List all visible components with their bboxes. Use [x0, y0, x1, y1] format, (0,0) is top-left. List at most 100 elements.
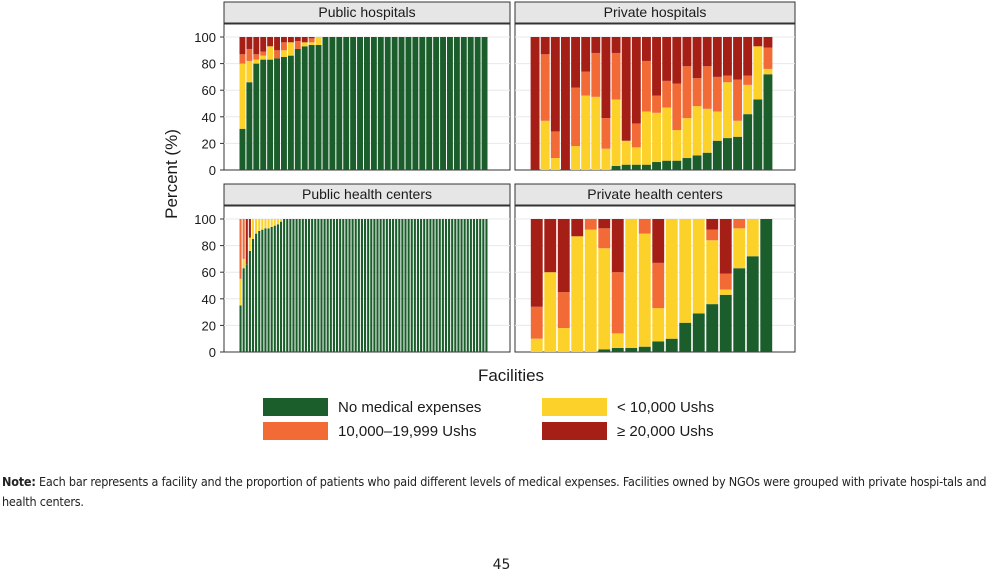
bar-segment-none — [382, 219, 385, 352]
bar-segment-none — [348, 219, 351, 352]
bar-segment-low — [571, 236, 584, 352]
bar-segment-low — [611, 99, 621, 167]
bar-segment-high — [246, 37, 253, 49]
bar-segment-low — [679, 219, 692, 323]
bar-segment-low — [753, 46, 763, 100]
note-text: Each bar represents a facility and the p… — [2, 474, 987, 509]
bar-segment-high — [706, 219, 719, 230]
bar-segment-none — [641, 164, 651, 170]
bar-segment-low — [242, 258, 245, 269]
y-tick-label: 20 — [202, 318, 216, 333]
bar-segment-high — [248, 219, 251, 238]
bar-segment-high — [245, 219, 248, 265]
bar-segment-none — [317, 219, 320, 352]
bar-segment-none — [384, 37, 391, 170]
bar-segment-low — [665, 219, 678, 339]
bar-segment-high — [753, 37, 763, 47]
bar-segment-high — [287, 37, 294, 43]
bar-segment-high — [544, 219, 557, 273]
bar-segment-none — [413, 219, 416, 352]
bar-segment-none — [289, 219, 292, 352]
bar-segment-none — [276, 224, 279, 352]
figure-note: Note: Each bar represents a facility and… — [2, 472, 1001, 512]
bar-segment-low — [621, 140, 631, 165]
bar-segment-none — [404, 219, 407, 352]
y-tick-label: 80 — [202, 57, 216, 72]
panel-private-health-centers: Private health centers — [514, 183, 796, 353]
bar-segment-none — [472, 219, 476, 352]
bar-segment-low — [557, 328, 570, 352]
bar-segment-high — [652, 219, 665, 263]
bar-segment-high — [253, 37, 260, 55]
bar-segment-none — [283, 219, 286, 352]
bar-segment-low — [308, 42, 315, 45]
bar-segment-none — [479, 219, 482, 352]
bar-segment-high — [712, 37, 722, 77]
bar-segment-low — [722, 82, 732, 139]
bar-segment-none — [345, 219, 348, 352]
bar-segment-high — [591, 37, 601, 53]
bar-segment-none — [350, 37, 357, 170]
bar-segment-none — [370, 219, 373, 352]
bar-segment-mid — [294, 40, 301, 49]
bar-segment-none — [482, 219, 485, 352]
bar-segment-none — [706, 304, 719, 352]
panel-title: Public health centers — [302, 186, 432, 202]
bar-segment-none — [248, 250, 251, 352]
bar-segment-high — [274, 37, 280, 51]
bar-segment-none — [448, 219, 451, 352]
bar-segment-low — [611, 333, 624, 349]
bar-segment-none — [662, 160, 672, 170]
bar-segment-mid — [719, 273, 732, 290]
bar-segment-low — [281, 50, 287, 57]
bar-segment-low — [672, 130, 682, 161]
bar-segment-none — [320, 219, 323, 352]
bar-segment-none — [460, 37, 467, 170]
bar-segment-low — [581, 95, 591, 170]
bar-segment-low — [692, 219, 705, 314]
bar-segment-high — [621, 37, 631, 141]
bar-segment-none — [329, 219, 332, 352]
bar-segment-none — [295, 219, 298, 352]
bar-segment-none — [287, 55, 294, 171]
bar-segment-high — [743, 37, 753, 76]
bar-segment-low — [246, 60, 253, 83]
bar-segment-mid — [712, 76, 722, 112]
bar-segment-high — [581, 37, 591, 72]
bar-segment-high — [763, 37, 773, 48]
bar-segment-mid — [733, 79, 743, 121]
bar-segment-none — [239, 128, 246, 170]
panel-title: Public hospitals — [318, 4, 415, 20]
bar-segment-low — [253, 59, 260, 64]
bar-segment-low — [258, 219, 261, 231]
bar-segment-none — [485, 219, 488, 352]
bar-segment-none — [391, 37, 398, 170]
bar-segment-none — [433, 37, 440, 170]
bar-segment-mid — [611, 272, 624, 334]
bar-segment-high — [611, 219, 624, 273]
bar-segment-high — [557, 219, 570, 293]
bar-segment-mid — [550, 131, 560, 159]
bar-segment-mid — [652, 95, 662, 113]
legend-label-none: No medical expenses — [338, 399, 481, 416]
bar-segment-high — [560, 37, 570, 170]
bar-segment-none — [481, 37, 488, 170]
bar-segment-none — [315, 44, 322, 171]
bar-segment-none — [242, 268, 245, 352]
bar-segment-high — [308, 37, 315, 39]
bar-segment-low — [270, 219, 273, 227]
bar-segment-none — [398, 37, 405, 170]
bar-segment-high — [631, 37, 641, 124]
y-tick-label: 100 — [194, 30, 216, 45]
bar-segment-none — [423, 219, 426, 352]
bar-segment-none — [405, 37, 412, 170]
bar-segment-mid — [638, 219, 651, 234]
bar-segment-low — [276, 219, 279, 225]
legend-label-low: < 10,000 Ushs — [617, 399, 714, 416]
bar-segment-none — [474, 37, 481, 170]
bar-segment-mid — [682, 66, 692, 119]
bar-segment-low — [264, 219, 267, 229]
bar-segment-none — [467, 37, 474, 170]
bar-segment-none — [370, 37, 377, 170]
bar-segment-low — [641, 111, 651, 165]
